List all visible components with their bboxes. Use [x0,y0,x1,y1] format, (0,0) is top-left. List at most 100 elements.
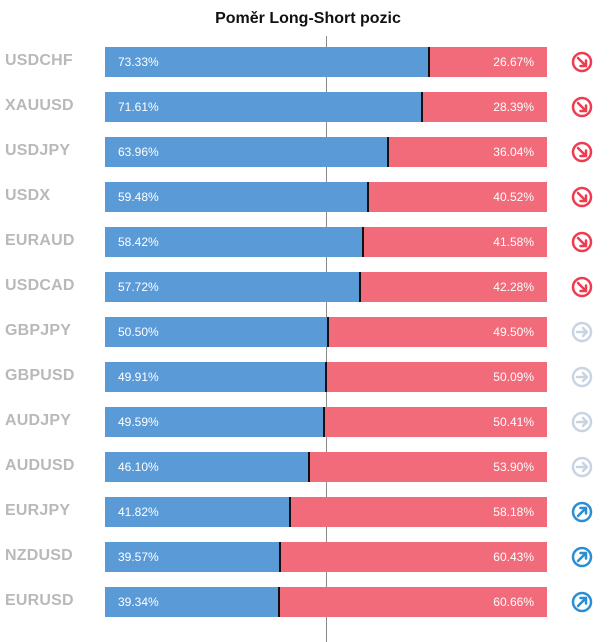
short-percent-label: 41.58% [493,235,534,249]
arrow-down-right-icon[interactable] [571,186,593,208]
short-segment [328,317,547,347]
ratio-bar[interactable]: 46.10% 53.90% [105,452,547,482]
ratio-divider [428,47,431,77]
short-segment [324,407,547,437]
ratio-divider [366,182,369,212]
pair-row: NZDUSD 39.57% 60.43% [0,542,616,572]
arrow-right-icon[interactable] [571,366,593,388]
pair-label: EURUSD [5,592,74,609]
arrow-down-right-icon[interactable] [571,141,593,163]
pair-label: USDCAD [5,277,75,294]
ratio-rows: USDCHF 73.33% 26.67% XAUUSD 71.61% 28.39% USDJ… [0,47,616,632]
pair-label: USDCHF [5,52,73,69]
pair-label: AUDUSD [5,457,75,474]
arrow-right-icon[interactable] [571,321,593,343]
pair-row: USDCAD 57.72% 42.28% [0,272,616,302]
ratio-bar[interactable]: 71.61% 28.39% [105,92,547,122]
pair-row: GBPUSD 49.91% 50.09% [0,362,616,392]
short-segment [421,92,547,122]
long-segment [105,47,430,77]
long-percent-label: 57.72% [118,280,159,294]
long-percent-label: 59.48% [118,190,159,204]
ratio-divider [327,317,330,347]
ratio-bar[interactable]: 57.72% 42.28% [105,272,547,302]
short-percent-label: 28.39% [493,100,534,114]
long-segment [105,92,422,122]
short-percent-label: 58.18% [493,505,534,519]
long-percent-label: 49.91% [118,370,159,384]
long-percent-label: 50.50% [118,325,159,339]
short-segment [289,497,547,527]
ratio-divider [323,407,326,437]
short-percent-label: 60.43% [493,550,534,564]
ratio-divider [386,137,389,167]
short-percent-label: 36.04% [493,145,534,159]
pair-row: EURAUD 58.42% 41.58% [0,227,616,257]
long-segment [105,587,279,617]
short-percent-label: 60.66% [493,595,534,609]
short-segment [360,272,547,302]
pair-label: AUDJPY [5,412,72,429]
ratio-bar[interactable]: 59.48% 40.52% [105,182,547,212]
ratio-bar[interactable]: 63.96% 36.04% [105,137,547,167]
long-segment [105,542,280,572]
short-percent-label: 50.09% [493,370,534,384]
pair-label: XAUUSD [5,97,74,114]
long-segment [105,317,329,347]
pair-row: USDCHF 73.33% 26.67% [0,47,616,77]
ratio-bar[interactable]: 39.34% 60.66% [105,587,547,617]
short-segment [429,47,547,77]
pair-label: GBPUSD [5,367,75,384]
pair-row: USDJPY 63.96% 36.04% [0,137,616,167]
arrow-down-right-icon[interactable] [571,96,593,118]
ratio-bar[interactable]: 41.82% 58.18% [105,497,547,527]
short-segment [278,587,547,617]
arrow-up-right-icon[interactable] [571,546,593,568]
arrow-up-right-icon[interactable] [571,591,593,613]
long-percent-label: 41.82% [118,505,159,519]
long-percent-label: 39.34% [118,595,159,609]
ratio-divider [277,587,280,617]
short-percent-label: 26.67% [493,55,534,69]
ratio-bar[interactable]: 50.50% 49.50% [105,317,547,347]
arrow-down-right-icon[interactable] [571,51,593,73]
pair-label: USDJPY [5,142,71,159]
ratio-bar[interactable]: 39.57% 60.43% [105,542,547,572]
long-segment [105,497,290,527]
arrow-up-right-icon[interactable] [571,501,593,523]
ratio-bar[interactable]: 73.33% 26.67% [105,47,547,77]
long-percent-label: 46.10% [118,460,159,474]
pair-row: EURUSD 39.34% 60.66% [0,587,616,617]
long-segment [105,227,364,257]
short-segment [387,137,547,167]
long-segment [105,407,325,437]
short-percent-label: 49.50% [493,325,534,339]
arrow-down-right-icon[interactable] [571,276,593,298]
ratio-divider [307,452,310,482]
ratio-bar[interactable]: 58.42% 41.58% [105,227,547,257]
ratio-divider [288,497,291,527]
ratio-divider [362,227,365,257]
short-segment [279,542,547,572]
pair-row: XAUUSD 71.61% 28.39% [0,92,616,122]
long-segment [105,137,388,167]
arrow-down-right-icon[interactable] [571,231,593,253]
long-segment [105,272,361,302]
pair-label: USDX [5,187,51,204]
ratio-bar[interactable]: 49.91% 50.09% [105,362,547,392]
arrow-right-icon[interactable] [571,411,593,433]
arrow-right-icon[interactable] [571,456,593,478]
pair-row: USDX 59.48% 40.52% [0,182,616,212]
ratio-bar[interactable]: 49.59% 50.41% [105,407,547,437]
short-percent-label: 50.41% [493,415,534,429]
ratio-divider [278,542,281,572]
ratio-divider [420,92,423,122]
pair-label: EURAUD [5,232,75,249]
pair-label: NZDUSD [5,547,73,564]
pair-label: GBPJPY [5,322,72,339]
pair-row: AUDJPY 49.59% 50.41% [0,407,616,437]
short-segment [325,362,547,392]
long-percent-label: 63.96% [118,145,159,159]
short-segment [363,227,547,257]
ratio-divider [359,272,362,302]
